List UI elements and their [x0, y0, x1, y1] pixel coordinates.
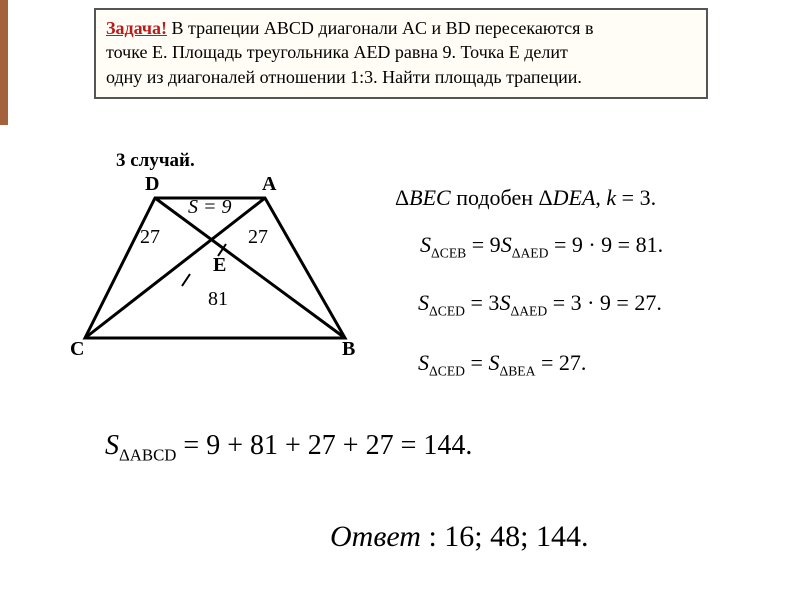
problem-box: Задача! В трапеции ABCD диагонали AC и B… [94, 8, 708, 99]
case-label: 3 случай. [116, 150, 195, 172]
trapezoid-diagram: D A C B E S = 9 27 27 81 [70, 178, 400, 368]
problem-title: Задача! [106, 18, 167, 38]
label-81: 81 [208, 288, 228, 311]
eq-equal27: SΔCED = SΔBEA = 27. [418, 350, 586, 379]
label-27r: 27 [248, 226, 268, 249]
problem-line3: одну из диагоналей отношении 1:3. Найти … [106, 67, 582, 87]
accent-bar [0, 0, 8, 125]
problem-line2: точке E. Площадь треугольника AED равна … [106, 42, 568, 62]
eq-similarity: ΔBEC подобен ΔDEA, k = 3. [395, 185, 656, 211]
answer-line: Ответ : 16; 48; 144. [330, 520, 588, 554]
vertex-e: E [213, 254, 226, 277]
vertex-a: A [262, 173, 276, 196]
vertex-d: D [145, 173, 159, 196]
vertex-b: B [342, 338, 355, 361]
label-s9: S = 9 [188, 196, 232, 219]
label-27l: 27 [140, 226, 160, 249]
eq-sced: SΔCED = 3SΔAED = 3 · 9 = 27. [418, 290, 662, 319]
eq-sceb: SΔCEB = 9SΔAED = 9 · 9 = 81. [420, 232, 663, 261]
vertex-c: C [70, 338, 84, 361]
eq-total: SΔABCD = 9 + 81 + 27 + 27 = 144. [105, 430, 472, 466]
problem-line1: В трапеции ABCD диагонали AC и BD пересе… [167, 18, 593, 38]
